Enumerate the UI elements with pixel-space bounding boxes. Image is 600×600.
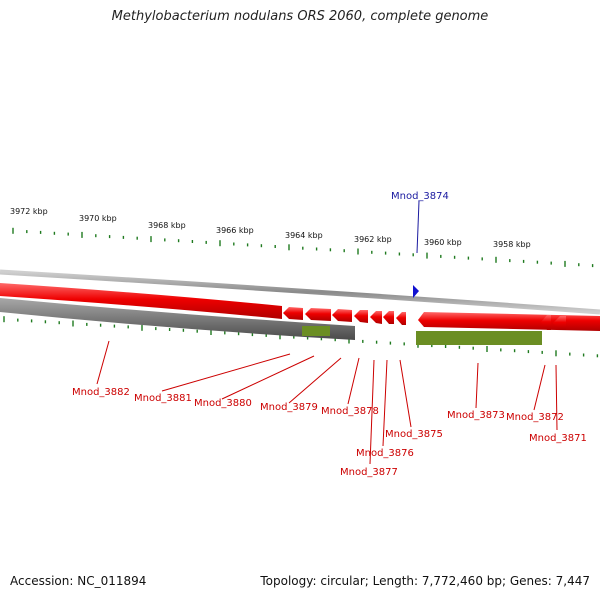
reverse-gene-arrow[interactable] [383, 311, 394, 324]
gene-label-mnod-3877[interactable]: Mnod_3877 [340, 467, 398, 478]
outer-scale-ticks [12, 227, 594, 268]
reverse-gene-arrow[interactable] [370, 311, 382, 324]
kbp-label: 3966 kbp [216, 226, 254, 235]
leader-lines [96, 340, 558, 465]
gene-label-mnod-3872[interactable]: Mnod_3872 [506, 412, 564, 423]
kbp-label: 3962 kbp [354, 235, 392, 244]
rna-feature[interactable] [302, 326, 330, 336]
genome-title: Methylobacterium nodulans ORS 2060, comp… [111, 9, 489, 24]
reverse-gene-arrow[interactable] [553, 316, 566, 330]
genome-backbone [0, 269, 600, 315]
gene-label-mnod-3871[interactable]: Mnod_3871 [529, 433, 587, 444]
kbp-label: 3968 kbp [148, 221, 186, 230]
reverse-gene-arrow[interactable] [283, 307, 303, 320]
forward-gene-arrow[interactable] [413, 285, 419, 298]
gene-label-mnod-3882[interactable]: Mnod_3882 [72, 387, 130, 398]
rna-feature[interactable] [416, 331, 542, 345]
gene-label-mnod-3873[interactable]: Mnod_3873 [447, 410, 505, 421]
kbp-label: 3970 kbp [79, 214, 117, 223]
kbp-label: 3958 kbp [493, 240, 531, 249]
gene-label-mnod-3879[interactable]: Mnod_3879 [260, 402, 318, 413]
genome-summary-text: Topology: circular; Length: 7,772,460 bp… [260, 574, 590, 588]
reverse-gene-arrow[interactable] [396, 312, 406, 325]
gc-content-track [0, 298, 355, 340]
gene-label-mnod-3878[interactable]: Mnod_3878 [321, 406, 379, 417]
inner-scale-ticks [3, 316, 599, 358]
accession-text: Accession: NC_011894 [10, 574, 147, 588]
reverse-gene-arrow[interactable] [354, 310, 368, 323]
reverse-gene-arrow[interactable] [541, 315, 551, 330]
kbp-label: 3972 kbp [10, 207, 48, 216]
gene-label-mnod-3875[interactable]: Mnod_3875 [385, 429, 443, 440]
gene-label-mnod-3881[interactable]: Mnod_3881 [134, 393, 192, 404]
gene-label-mnod-3876[interactable]: Mnod_3876 [356, 448, 414, 459]
kbp-label: 3960 kbp [424, 238, 462, 247]
reverse-gene-band[interactable] [418, 312, 600, 331]
kbp-label: 3964 kbp [285, 231, 323, 240]
gene-label-mnod-3874[interactable]: Mnod_3874 [391, 191, 449, 202]
gene-label-mnod-3880[interactable]: Mnod_3880 [194, 398, 252, 409]
reverse-gene-arrow[interactable] [305, 308, 331, 321]
leader-line [416, 200, 420, 254]
reverse-gene-arrow[interactable] [332, 309, 352, 322]
reverse-gene-band[interactable] [0, 283, 282, 319]
